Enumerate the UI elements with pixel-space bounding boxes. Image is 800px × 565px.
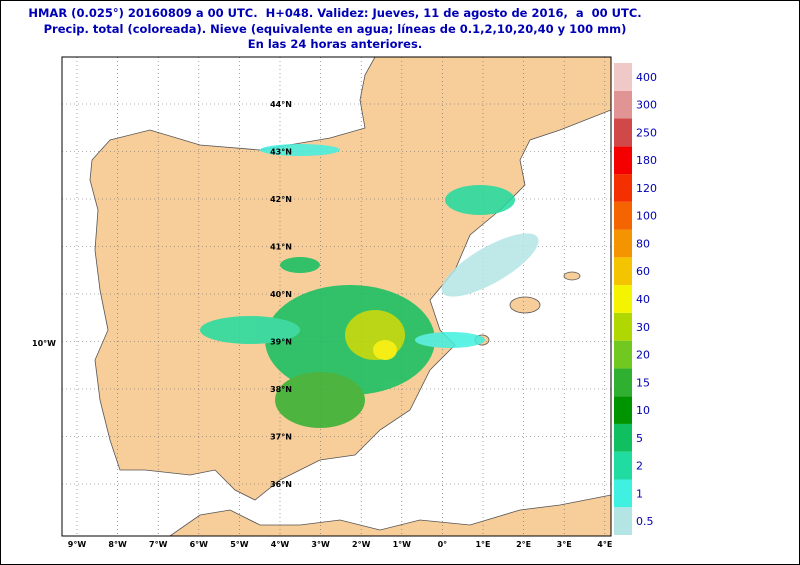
precip-area xyxy=(280,257,320,273)
color-swatch xyxy=(614,146,632,175)
color-swatch xyxy=(614,340,632,369)
island xyxy=(563,271,581,281)
colorbar: 0.5 1 2 5 10 15 20 30 40 60 80 100 120 180 250 300 400 xyxy=(614,63,657,535)
map-area xyxy=(62,57,611,536)
longitude-label: 6°W xyxy=(190,540,209,549)
longitude-label: 4°W xyxy=(271,540,290,549)
colorbar-label: 1 xyxy=(636,487,643,500)
color-swatch xyxy=(614,285,632,313)
precip-area xyxy=(445,185,515,215)
color-swatch xyxy=(614,423,632,452)
color-swatch xyxy=(614,63,632,91)
color-swatch xyxy=(614,257,632,286)
color-swatch xyxy=(614,396,632,424)
title-line: HMAR (0.025°) 20160809 a 00 UTC. H+048. … xyxy=(28,6,641,20)
color-swatch xyxy=(614,201,632,230)
color-swatch xyxy=(614,90,632,119)
title-line: En las 24 horas anteriores. xyxy=(248,37,422,51)
longitude-label: 4°E xyxy=(597,540,612,549)
colorbar-label: 400 xyxy=(636,71,657,84)
color-swatch xyxy=(614,507,632,535)
precip-area xyxy=(260,144,340,156)
color-swatch xyxy=(614,174,632,202)
latitude-label: 41°N xyxy=(270,243,292,252)
longitude-label: 2°E xyxy=(516,540,531,549)
color-swatch xyxy=(614,479,632,508)
latitude-label: 37°N xyxy=(270,433,292,442)
colorbar-label: 0.5 xyxy=(636,515,654,528)
colorbar-label: 60 xyxy=(636,265,650,278)
colorbar-label: 40 xyxy=(636,293,650,306)
longitude-label: 5°W xyxy=(230,540,249,549)
longitude-label: 10°W xyxy=(32,339,56,348)
colorbar-label: 250 xyxy=(636,126,657,139)
precip-area xyxy=(441,233,539,297)
precip-area xyxy=(275,372,365,428)
colorbar-label: 30 xyxy=(636,321,650,334)
longitude-label: 3°W xyxy=(311,540,330,549)
longitude-label: 1°E xyxy=(475,540,490,549)
color-swatch xyxy=(614,229,632,258)
latitude-label: 40°N xyxy=(270,290,292,299)
color-swatch xyxy=(614,451,632,480)
longitude-label: 9°W xyxy=(68,540,87,549)
colorbar-label: 100 xyxy=(636,210,657,223)
precip-area xyxy=(373,340,397,360)
colorbar-label: 5 xyxy=(636,432,643,445)
colorbar-label: 300 xyxy=(636,99,657,112)
island xyxy=(509,296,541,314)
color-swatch xyxy=(614,312,632,341)
longitude-label: 3°E xyxy=(557,540,572,549)
precipitation xyxy=(200,144,539,428)
precip-area xyxy=(200,316,300,344)
color-swatch xyxy=(614,118,632,147)
colorbar-label: 20 xyxy=(636,349,650,362)
color-swatch xyxy=(614,368,632,397)
colorbar-label: 10 xyxy=(636,404,650,417)
longitude-label: 2°W xyxy=(352,540,371,549)
longitude-label: 8°W xyxy=(108,540,127,549)
colorbar-label: 2 xyxy=(636,460,643,473)
title-line: Precip. total (coloreada). Nieve (equiva… xyxy=(44,22,627,36)
longitude-label: 1°W xyxy=(393,540,412,549)
latitude-label: 42°N xyxy=(270,195,292,204)
latitude-label: 36°N xyxy=(270,480,292,489)
precip-area xyxy=(415,332,485,348)
latitude-label: 43°N xyxy=(270,148,292,157)
colorbar-label: 15 xyxy=(636,376,650,389)
latitude-label: 38°N xyxy=(270,385,292,394)
map-frame xyxy=(61,56,612,537)
longitude-label: 0° xyxy=(438,540,448,549)
colorbar-label: 180 xyxy=(636,154,657,167)
longitude-label: 7°W xyxy=(149,540,168,549)
latitude-label: 44°N xyxy=(270,100,292,109)
latitude-label: 39°N xyxy=(270,338,292,347)
colorbar-label: 120 xyxy=(636,182,657,195)
colorbar-label: 80 xyxy=(636,237,650,250)
